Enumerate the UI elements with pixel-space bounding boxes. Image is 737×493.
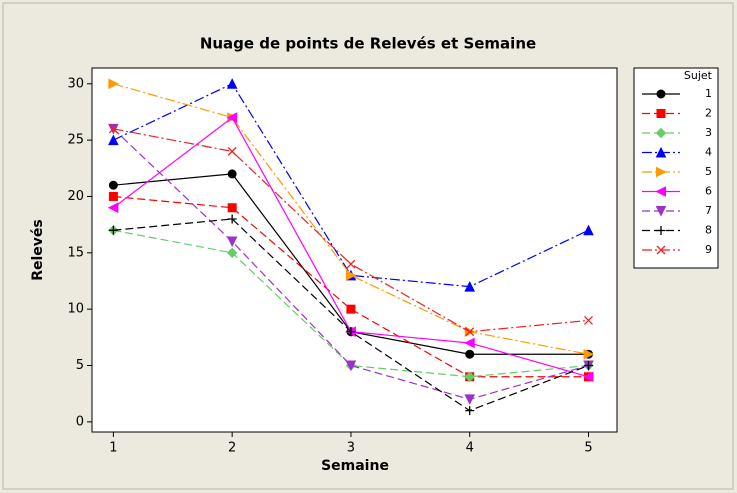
legend-label: 8 <box>705 224 712 237</box>
data-point <box>108 225 118 235</box>
data-point <box>346 327 356 337</box>
legend-box <box>633 67 719 269</box>
data-point <box>346 304 356 314</box>
data-point <box>108 134 119 146</box>
y-tick-label: 30 <box>67 76 84 91</box>
data-point <box>227 146 237 156</box>
legend-marker <box>655 127 667 139</box>
x-tick-label: 4 <box>466 441 474 456</box>
series-line <box>112 128 589 400</box>
y-tick-label: 0 <box>76 414 84 429</box>
legend-title: Sujet <box>684 69 713 82</box>
legend-marker <box>656 226 666 235</box>
data-point <box>346 259 356 269</box>
y-tick-label: 20 <box>67 189 84 204</box>
data-point <box>464 371 475 382</box>
legend-marker <box>656 166 667 178</box>
data-point <box>108 78 119 90</box>
legend-label: 1 <box>705 87 712 100</box>
legend-label: 6 <box>705 185 712 198</box>
x-tick-label: 3 <box>347 441 355 456</box>
data-point <box>227 169 237 179</box>
data-point <box>345 360 357 372</box>
data-point <box>227 203 237 213</box>
data-point <box>226 78 238 89</box>
y-tick-label: 15 <box>67 245 84 260</box>
y-tick-label: 10 <box>67 302 84 317</box>
y-axis-label: Relevés <box>30 219 46 281</box>
y-tick-label: 25 <box>67 133 84 148</box>
data-point <box>226 247 238 259</box>
legend-label: 9 <box>705 243 712 256</box>
data-point <box>583 361 593 371</box>
y-tick-label: 5 <box>76 358 84 373</box>
x-axis-label: Semaine <box>321 458 389 474</box>
data-point <box>108 124 118 134</box>
legend-marker <box>655 146 667 158</box>
legend-marker <box>655 186 666 197</box>
legend-label: 3 <box>705 126 712 139</box>
legend-marker <box>656 109 666 118</box>
data-point <box>583 224 594 236</box>
data-point <box>107 202 119 214</box>
data-point <box>345 270 357 281</box>
legend-marker <box>656 89 666 99</box>
data-point <box>464 337 475 349</box>
legend-label: 5 <box>705 165 712 178</box>
x-tick-label: 1 <box>109 441 117 456</box>
data-point <box>226 236 238 248</box>
legend-marker <box>655 206 667 217</box>
chart-title: Nuage de points de Relevés et Semaine <box>200 35 536 53</box>
data-point <box>465 349 475 359</box>
x-tick-label: 5 <box>584 441 592 456</box>
data-point <box>227 214 237 224</box>
legend-marker <box>656 245 666 255</box>
data-point <box>583 348 595 360</box>
legend-label: 4 <box>705 146 712 159</box>
data-point <box>226 112 238 123</box>
data-point <box>465 327 475 337</box>
legend-label: 7 <box>705 204 712 217</box>
data-point <box>582 371 594 383</box>
data-point <box>465 406 475 416</box>
data-point <box>584 315 593 325</box>
data-point <box>464 281 476 292</box>
data-point <box>108 191 118 201</box>
data-point <box>464 394 476 405</box>
x-tick-label: 2 <box>228 441 236 456</box>
plot-area <box>91 67 618 433</box>
legend-label: 2 <box>705 107 712 120</box>
data-point <box>108 180 118 190</box>
